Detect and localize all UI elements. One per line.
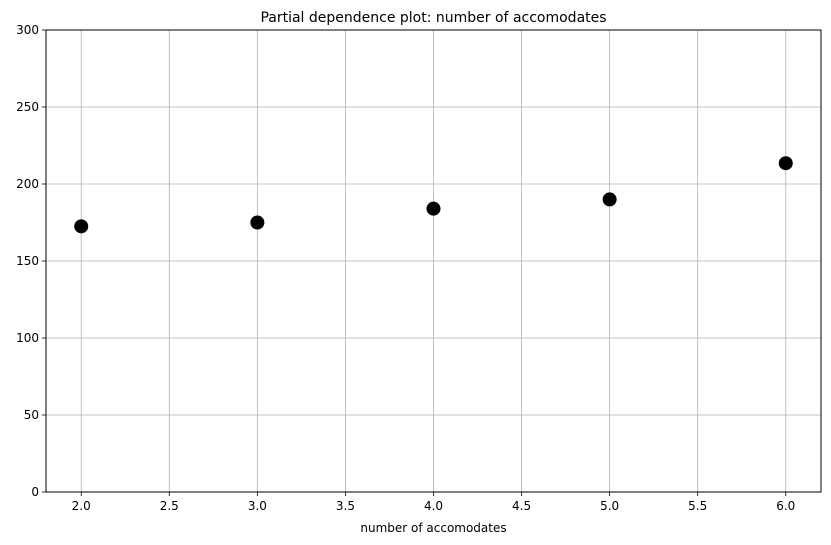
y-tick-label: 300 xyxy=(16,23,39,37)
data-points xyxy=(74,156,793,234)
data-point xyxy=(426,201,441,216)
grid-lines xyxy=(46,29,821,493)
x-tick-label: 5.5 xyxy=(688,499,707,513)
x-tick-label: 5.0 xyxy=(600,499,619,513)
x-tick-label: 6.0 xyxy=(776,499,795,513)
x-tick-label: 4.5 xyxy=(512,499,531,513)
data-point xyxy=(74,219,89,234)
y-tick-label: 250 xyxy=(16,100,39,114)
x-tick-label: 3.0 xyxy=(248,499,267,513)
y-tick-label: 50 xyxy=(24,408,39,422)
y-tick-label: 200 xyxy=(16,177,39,191)
x-axis-label: number of accomodates xyxy=(360,521,506,535)
y-tick-label: 150 xyxy=(16,254,39,268)
x-tick-label: 3.5 xyxy=(336,499,355,513)
data-point xyxy=(250,215,265,230)
chart-title: Partial dependence plot: number of accom… xyxy=(260,10,606,26)
axis-ticks: 2.0 2.5 3.0 3.5 4.0 4.5 5.0 5.5 6.0 0 50 100 150 200 2… xyxy=(16,23,795,513)
data-point xyxy=(602,192,617,207)
y-tick-label: 0 xyxy=(31,485,39,499)
x-tick-label: 4.0 xyxy=(424,499,443,513)
x-tick-label: 2.5 xyxy=(160,499,179,513)
y-tick-label: 100 xyxy=(16,331,39,345)
x-tick-label: 2.0 xyxy=(72,499,91,513)
data-point xyxy=(778,156,793,171)
